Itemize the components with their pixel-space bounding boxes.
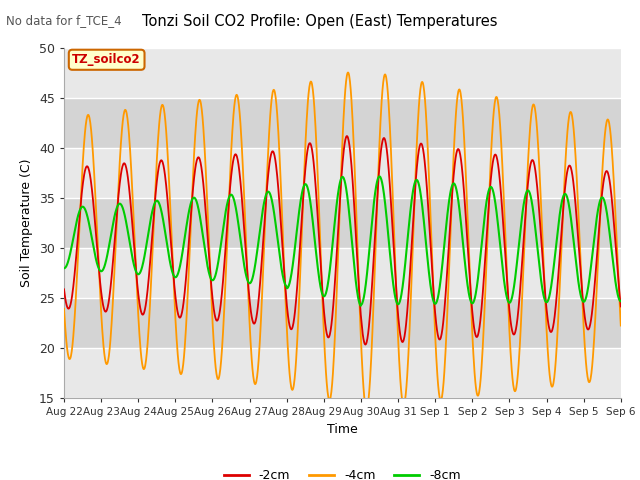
- Y-axis label: Soil Temperature (C): Soil Temperature (C): [20, 159, 33, 288]
- Text: TZ_soilco2: TZ_soilco2: [72, 53, 141, 66]
- Bar: [64, 198, 621, 248]
- Text: No data for f_TCE_4: No data for f_TCE_4: [6, 14, 122, 27]
- X-axis label: Time: Time: [327, 423, 358, 436]
- Bar: [64, 48, 621, 98]
- Bar: [64, 298, 621, 348]
- Text: Tonzi Soil CO2 Profile: Open (East) Temperatures: Tonzi Soil CO2 Profile: Open (East) Temp…: [142, 14, 498, 29]
- Legend: -2cm, -4cm, -8cm: -2cm, -4cm, -8cm: [219, 464, 466, 480]
- Bar: [64, 98, 621, 148]
- Bar: [64, 148, 621, 198]
- Bar: [64, 248, 621, 298]
- Bar: [64, 348, 621, 398]
